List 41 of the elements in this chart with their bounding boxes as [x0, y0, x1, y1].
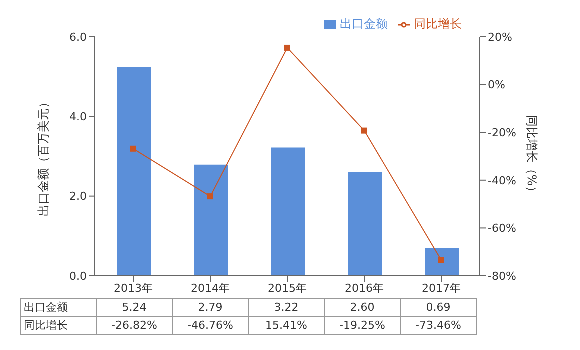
- y2-tick-label: -60%: [488, 222, 516, 236]
- y-tick-label: 4.0: [70, 110, 87, 124]
- data-label: -73.46%: [400, 316, 476, 334]
- point: [438, 257, 444, 264]
- data-label: -46.76%: [172, 316, 248, 334]
- data-label: 2.60: [324, 298, 400, 316]
- legend-label: 出口金额: [340, 17, 388, 31]
- point: [208, 194, 214, 200]
- bar: [425, 248, 459, 276]
- data-label: -19.25%: [324, 316, 400, 334]
- data-label: 0.69: [400, 298, 476, 316]
- x-tick-label: 2013年: [114, 282, 153, 295]
- y2-axis-title: 同比增长（%）: [524, 114, 539, 198]
- point: [130, 146, 136, 152]
- data-label: -26.82%: [96, 316, 172, 334]
- text: 出口金额: [24, 301, 68, 314]
- y-tick-label: 6.0: [70, 30, 87, 44]
- bar: [194, 164, 228, 276]
- bar: [348, 172, 382, 276]
- y2-tick-label: -80%: [488, 270, 516, 283]
- y2-tick-label: -20%: [488, 126, 516, 140]
- y2-tick-label: 0%: [488, 78, 506, 92]
- y-tick-label: 2.0: [70, 190, 87, 204]
- data-label: 2.79: [172, 298, 248, 316]
- data-label: 3.22: [248, 298, 324, 316]
- y2-tick-label: -40%: [488, 174, 516, 188]
- point: [284, 44, 290, 51]
- bar: [271, 148, 305, 276]
- data-label: 5.24: [96, 298, 172, 316]
- data-label: 15.41%: [248, 316, 324, 334]
- x-tick-label: 2014年: [191, 282, 230, 295]
- x-tick-label: 2017年: [422, 282, 461, 295]
- text: 同比增长: [24, 319, 68, 332]
- y-axis-title: 出口金额（百万美元）: [36, 96, 50, 216]
- bar: [117, 67, 151, 276]
- y-tick-label: 0.0: [70, 270, 87, 283]
- legend-label: 同比增长: [414, 17, 462, 31]
- y2-tick-label: 20%: [488, 30, 512, 44]
- point: [362, 128, 368, 134]
- x-tick-label: 2015年: [268, 282, 307, 295]
- x-tick-label: 2016年: [345, 282, 384, 295]
